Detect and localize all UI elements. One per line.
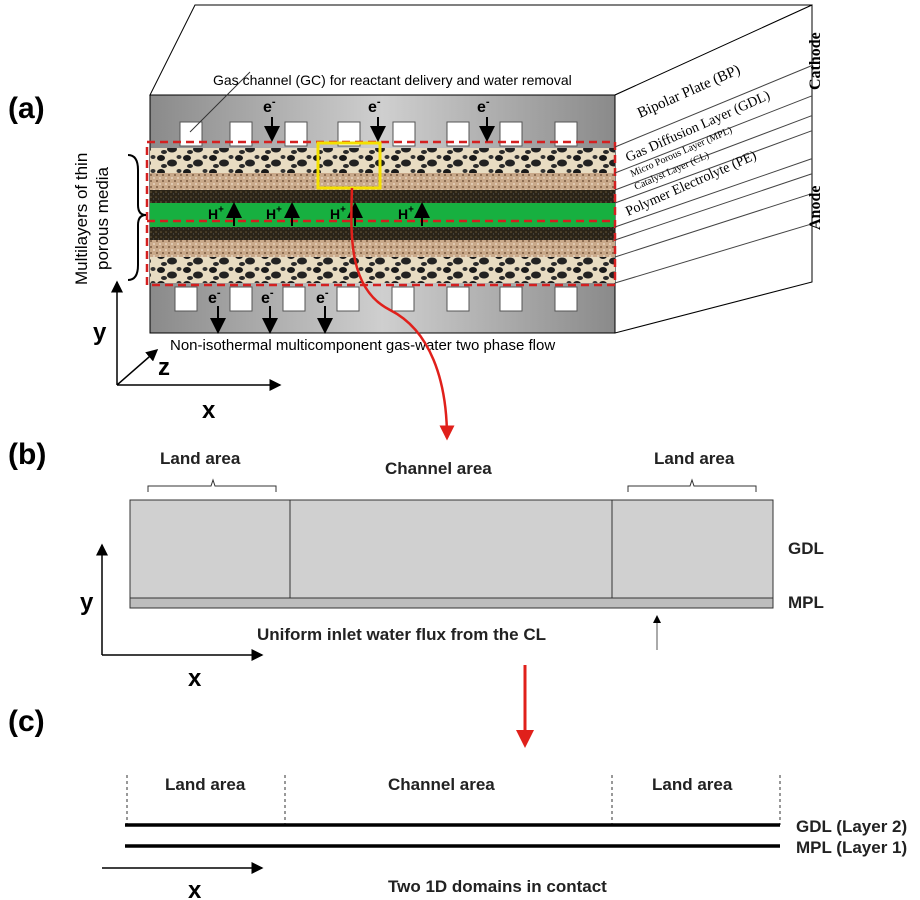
label-sup: -: [377, 96, 381, 108]
caption: Two 1D domains in contact: [388, 877, 607, 896]
layer-label: MPL: [788, 593, 824, 612]
channel: [500, 287, 522, 311]
label-sup: +: [276, 205, 282, 216]
layer-label: GDL: [788, 539, 824, 558]
layer: [150, 148, 615, 173]
axis-label: x: [202, 397, 216, 424]
axis-label: x: [188, 877, 202, 900]
label-sup: +: [408, 205, 414, 216]
channel-label: Channel area: [388, 775, 495, 794]
label-sup: -: [486, 96, 490, 108]
gdl-domain: [130, 500, 773, 598]
gas-channel-label: Gas channel (GC) for reactant delivery a…: [213, 72, 572, 88]
brace: [148, 480, 276, 492]
panel-label: (c): [8, 705, 45, 738]
flow-label: Non-isothermal multicomponent gas-water …: [170, 337, 555, 354]
brace: [628, 480, 756, 492]
label-base: H: [266, 206, 276, 222]
panel-label: (a): [8, 92, 45, 125]
label-base: H: [208, 206, 218, 222]
flux-label: Uniform inlet water flux from the CL: [257, 625, 546, 644]
multilayers-label: porous media: [93, 166, 112, 270]
layer: [150, 173, 615, 190]
land-label: Land area: [652, 775, 733, 794]
label-sup: -: [325, 287, 329, 299]
land-label: Land area: [654, 449, 735, 468]
land-label: Land area: [165, 775, 246, 794]
label-base: e: [368, 99, 377, 116]
channel-label: Channel area: [385, 459, 492, 478]
layer-label: MPL (Layer 1): [796, 838, 907, 857]
channel: [175, 287, 197, 311]
brace: [128, 155, 146, 280]
multilayers-label: Multilayers of thin: [72, 153, 91, 285]
label-base: e: [316, 290, 325, 307]
channel: [392, 287, 414, 311]
channel: [447, 287, 469, 311]
layer: [150, 190, 615, 203]
axis-label: y: [80, 589, 94, 616]
label-sup: -: [270, 287, 274, 299]
channel: [555, 287, 577, 311]
channel: [283, 287, 305, 311]
axis-label: x: [188, 665, 202, 692]
axis-label: z: [158, 354, 170, 381]
anode-label: Anode: [807, 186, 824, 230]
label-sup: -: [272, 96, 276, 108]
layer-label: GDL (Layer 2): [796, 817, 907, 836]
mpl-domain: [130, 598, 773, 608]
layer: [150, 240, 615, 257]
label-base: H: [330, 206, 340, 222]
land-label: Land area: [160, 449, 241, 468]
label-base: e: [263, 99, 272, 116]
panel-label: (b): [8, 438, 46, 471]
layer: [150, 227, 615, 240]
label-sup: +: [218, 205, 224, 216]
diagram: (a) Gas channel (GC) for reactant deliver…: [0, 0, 920, 900]
axis: [117, 350, 157, 385]
cathode-label: Cathode: [807, 32, 824, 90]
label-base: e: [261, 290, 270, 307]
layer: [150, 257, 615, 283]
channel: [230, 287, 252, 311]
axis-label: y: [93, 319, 107, 346]
label-base: H: [398, 206, 408, 222]
label-base: e: [208, 290, 217, 307]
channel: [337, 287, 359, 311]
label-base: e: [477, 99, 486, 116]
label-sup: -: [217, 287, 221, 299]
label-sup: +: [340, 205, 346, 216]
